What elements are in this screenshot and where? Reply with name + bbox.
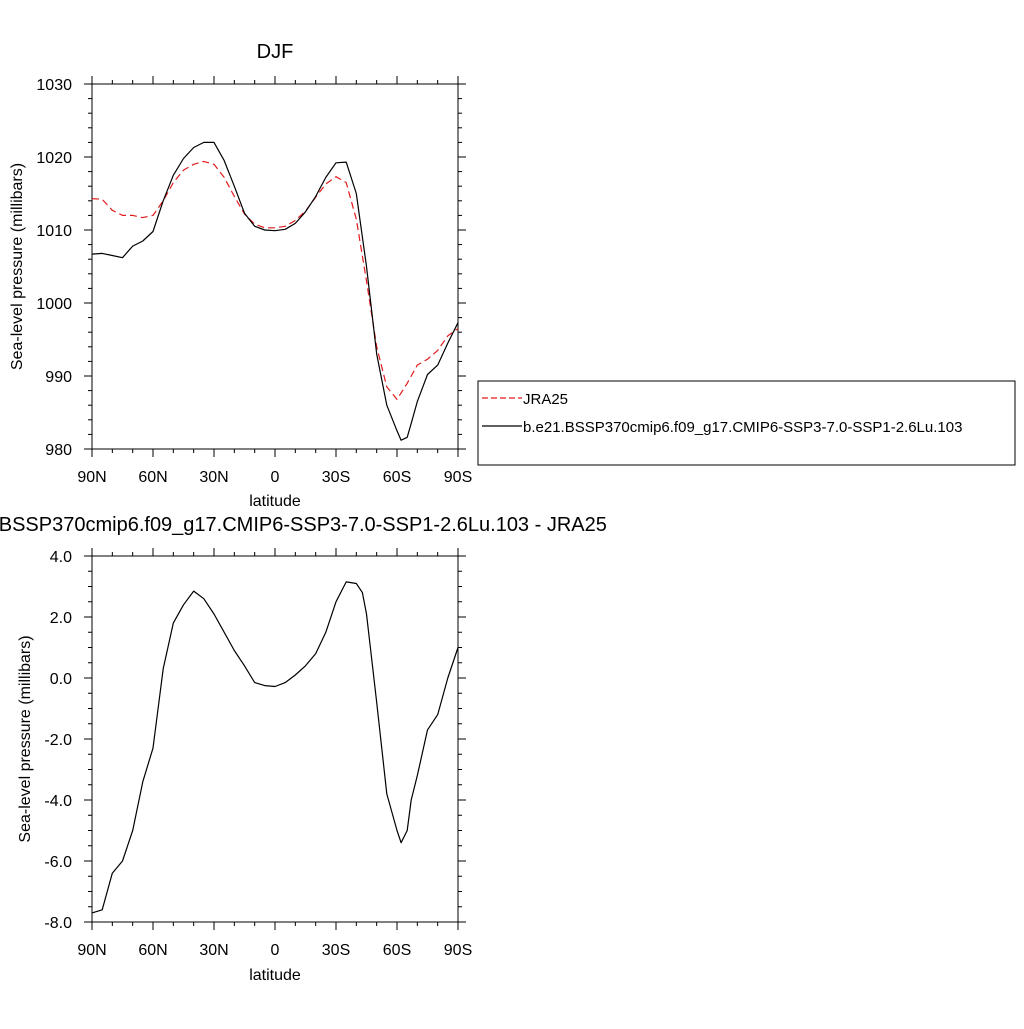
legend-entry-jra25: JRA25 [523,391,568,408]
bottom-y-axis-label: Sea-level pressure (millibars) [17,635,34,842]
y-tick-label: -8.0 [44,915,72,932]
y-tick-label: 1020 [36,150,72,167]
x-tick-label: 0 [271,469,280,486]
y-tick-label: 1000 [36,296,72,313]
y-tick-label: 980 [45,442,72,459]
y-tick-label: -4.0 [44,793,72,810]
bottom-panel: b.e21.BSSP370cmip6.f09_g17.CMIP6-SSP3-7.… [0,514,607,984]
x-tick-label: 0 [271,942,280,959]
y-tick-label: 1030 [36,77,72,94]
y-tick-label: 990 [45,369,72,386]
x-tick-label: 90N [77,942,106,959]
legend-entry-model: b.e21.BSSP370cmip6.f09_g17.CMIP6-SSP3-7.… [523,419,962,436]
legend: JRA25 b.e21.BSSP370cmip6.f09_g17.CMIP6-S… [477,380,1016,466]
x-tick-label: 30N [199,942,228,959]
series-line-jra25 [91,160,459,400]
y-tick-label: 2.0 [50,610,72,627]
bottom-x-axis-label: latitude [249,967,301,984]
plot-frame [91,83,459,450]
top-x-axis-label: latitude [249,493,301,510]
y-tick-label: 0.0 [50,671,72,688]
top-chart-title: DJF [257,41,294,63]
y-tick-label: -2.0 [44,732,72,749]
y-tick-label: 1010 [36,223,72,240]
x-tick-label: 30S [322,942,350,959]
x-tick-label: 30S [322,469,350,486]
x-tick-label: 60N [138,469,167,486]
bottom-chart-title: b.e21.BSSP370cmip6.f09_g17.CMIP6-SSP3-7.… [0,514,607,536]
top-y-axis-label: Sea-level pressure (millibars) [9,163,26,370]
x-tick-label: 90N [77,469,106,486]
x-tick-label: 90S [444,942,472,959]
x-tick-label: 90S [444,469,472,486]
y-tick-label: 4.0 [50,549,72,566]
x-tick-label: 60S [383,469,411,486]
x-tick-label: 60S [383,942,411,959]
top-panel: DJF latitude Sea-level pressure (milliba… [9,41,472,510]
y-tick-label: -6.0 [44,854,72,871]
legend-box [477,380,1016,466]
series-line-model [91,581,459,914]
series-line-model [91,141,459,441]
x-tick-label: 60N [138,942,167,959]
x-tick-label: 30N [199,469,228,486]
plot-frame [91,555,459,923]
